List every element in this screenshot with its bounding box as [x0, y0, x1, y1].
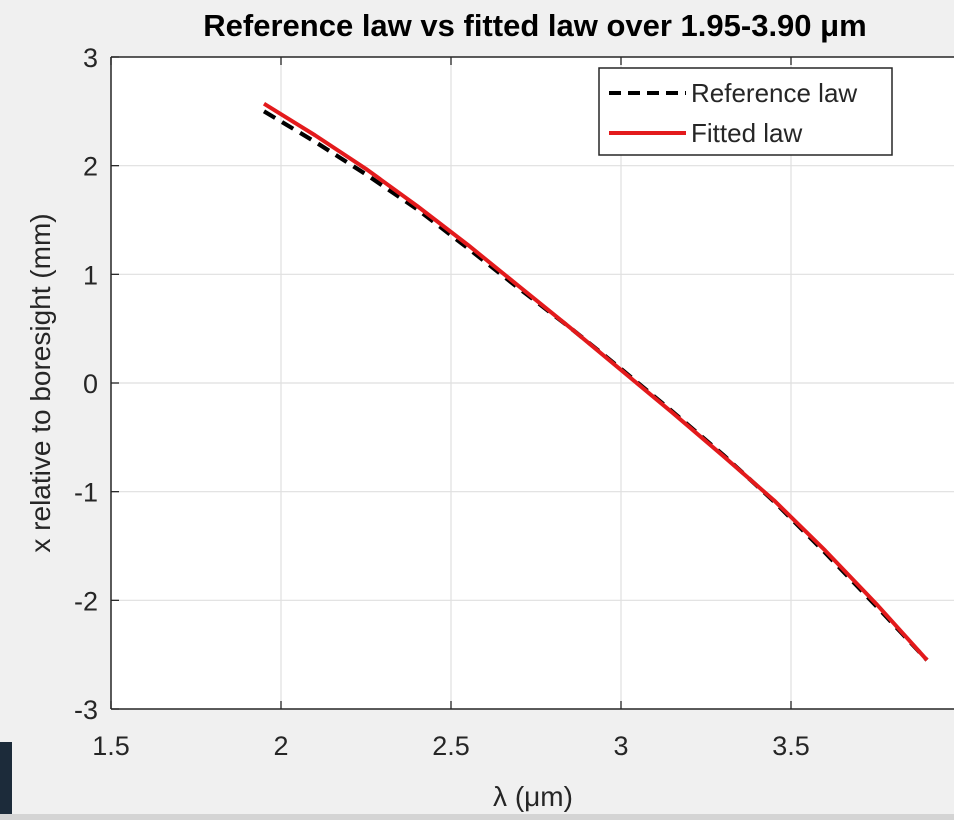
- y-tick-label: 3: [83, 43, 98, 73]
- legend-label-reference: Reference law: [691, 78, 857, 108]
- window-left-accent: [0, 742, 12, 814]
- y-tick-label: 1: [83, 260, 98, 290]
- y-axis-label: x relative to boresight (mm): [25, 213, 56, 552]
- x-tick-label: 1.5: [92, 731, 130, 761]
- y-tick-label: 0: [83, 369, 98, 399]
- y-tick-label: -3: [74, 695, 98, 725]
- window-bottom-edge: [0, 814, 954, 820]
- grid-lines: [111, 57, 954, 709]
- x-tick-label: 3.5: [772, 731, 810, 761]
- y-tick-label: -2: [74, 586, 98, 616]
- x-tick-label: 2: [273, 731, 288, 761]
- x-tick-label: 2.5: [432, 731, 470, 761]
- x-tick-label: 3: [613, 731, 628, 761]
- series-layer: [262, 102, 929, 662]
- legend: Reference law Fitted law: [598, 67, 893, 156]
- x-axis-label: λ (μm): [493, 781, 573, 812]
- legend-label-fitted: Fitted law: [691, 118, 802, 148]
- axes: [110, 56, 954, 710]
- legend-box: [598, 67, 893, 156]
- y-tick-label: 2: [83, 152, 98, 182]
- series-line-fitted: [262, 102, 929, 662]
- y-tick-label: -1: [74, 478, 98, 508]
- chart-title: Reference law vs fitted law over 1.95-3.…: [203, 8, 866, 43]
